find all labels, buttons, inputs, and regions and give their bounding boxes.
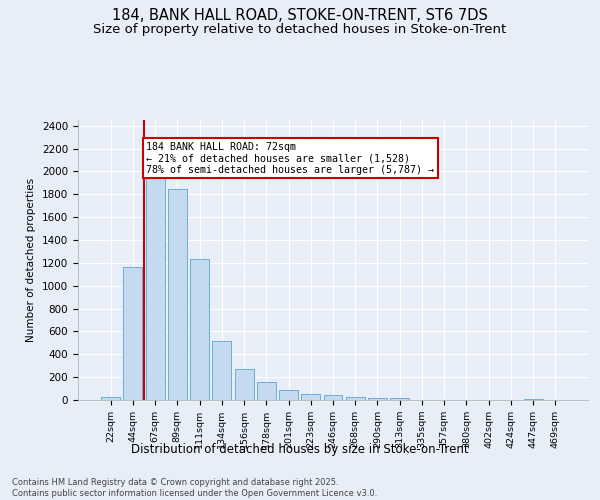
Bar [524, 398, 542, 400]
Bar [390, 398, 409, 400]
Bar [301, 394, 320, 400]
Text: Size of property relative to detached houses in Stoke-on-Trent: Size of property relative to detached ho… [94, 22, 506, 36]
Bar [257, 382, 276, 400]
Bar [146, 176, 164, 400]
Text: Distribution of detached houses by size in Stoke-on-Trent: Distribution of detached houses by size … [131, 442, 469, 456]
Bar [279, 390, 298, 400]
Bar [190, 260, 209, 400]
Bar [124, 268, 142, 400]
Bar [323, 395, 343, 400]
Bar [212, 341, 231, 400]
Text: 184 BANK HALL ROAD: 72sqm
← 21% of detached houses are smaller (1,528)
78% of se: 184 BANK HALL ROAD: 72sqm ← 21% of detac… [146, 142, 434, 175]
Y-axis label: Number of detached properties: Number of detached properties [26, 178, 37, 342]
Bar [235, 368, 254, 400]
Bar [168, 188, 187, 400]
Bar [101, 397, 120, 400]
Bar [346, 397, 365, 400]
Bar [368, 398, 387, 400]
Text: Contains HM Land Registry data © Crown copyright and database right 2025.
Contai: Contains HM Land Registry data © Crown c… [12, 478, 377, 498]
Text: 184, BANK HALL ROAD, STOKE-ON-TRENT, ST6 7DS: 184, BANK HALL ROAD, STOKE-ON-TRENT, ST6… [112, 8, 488, 22]
